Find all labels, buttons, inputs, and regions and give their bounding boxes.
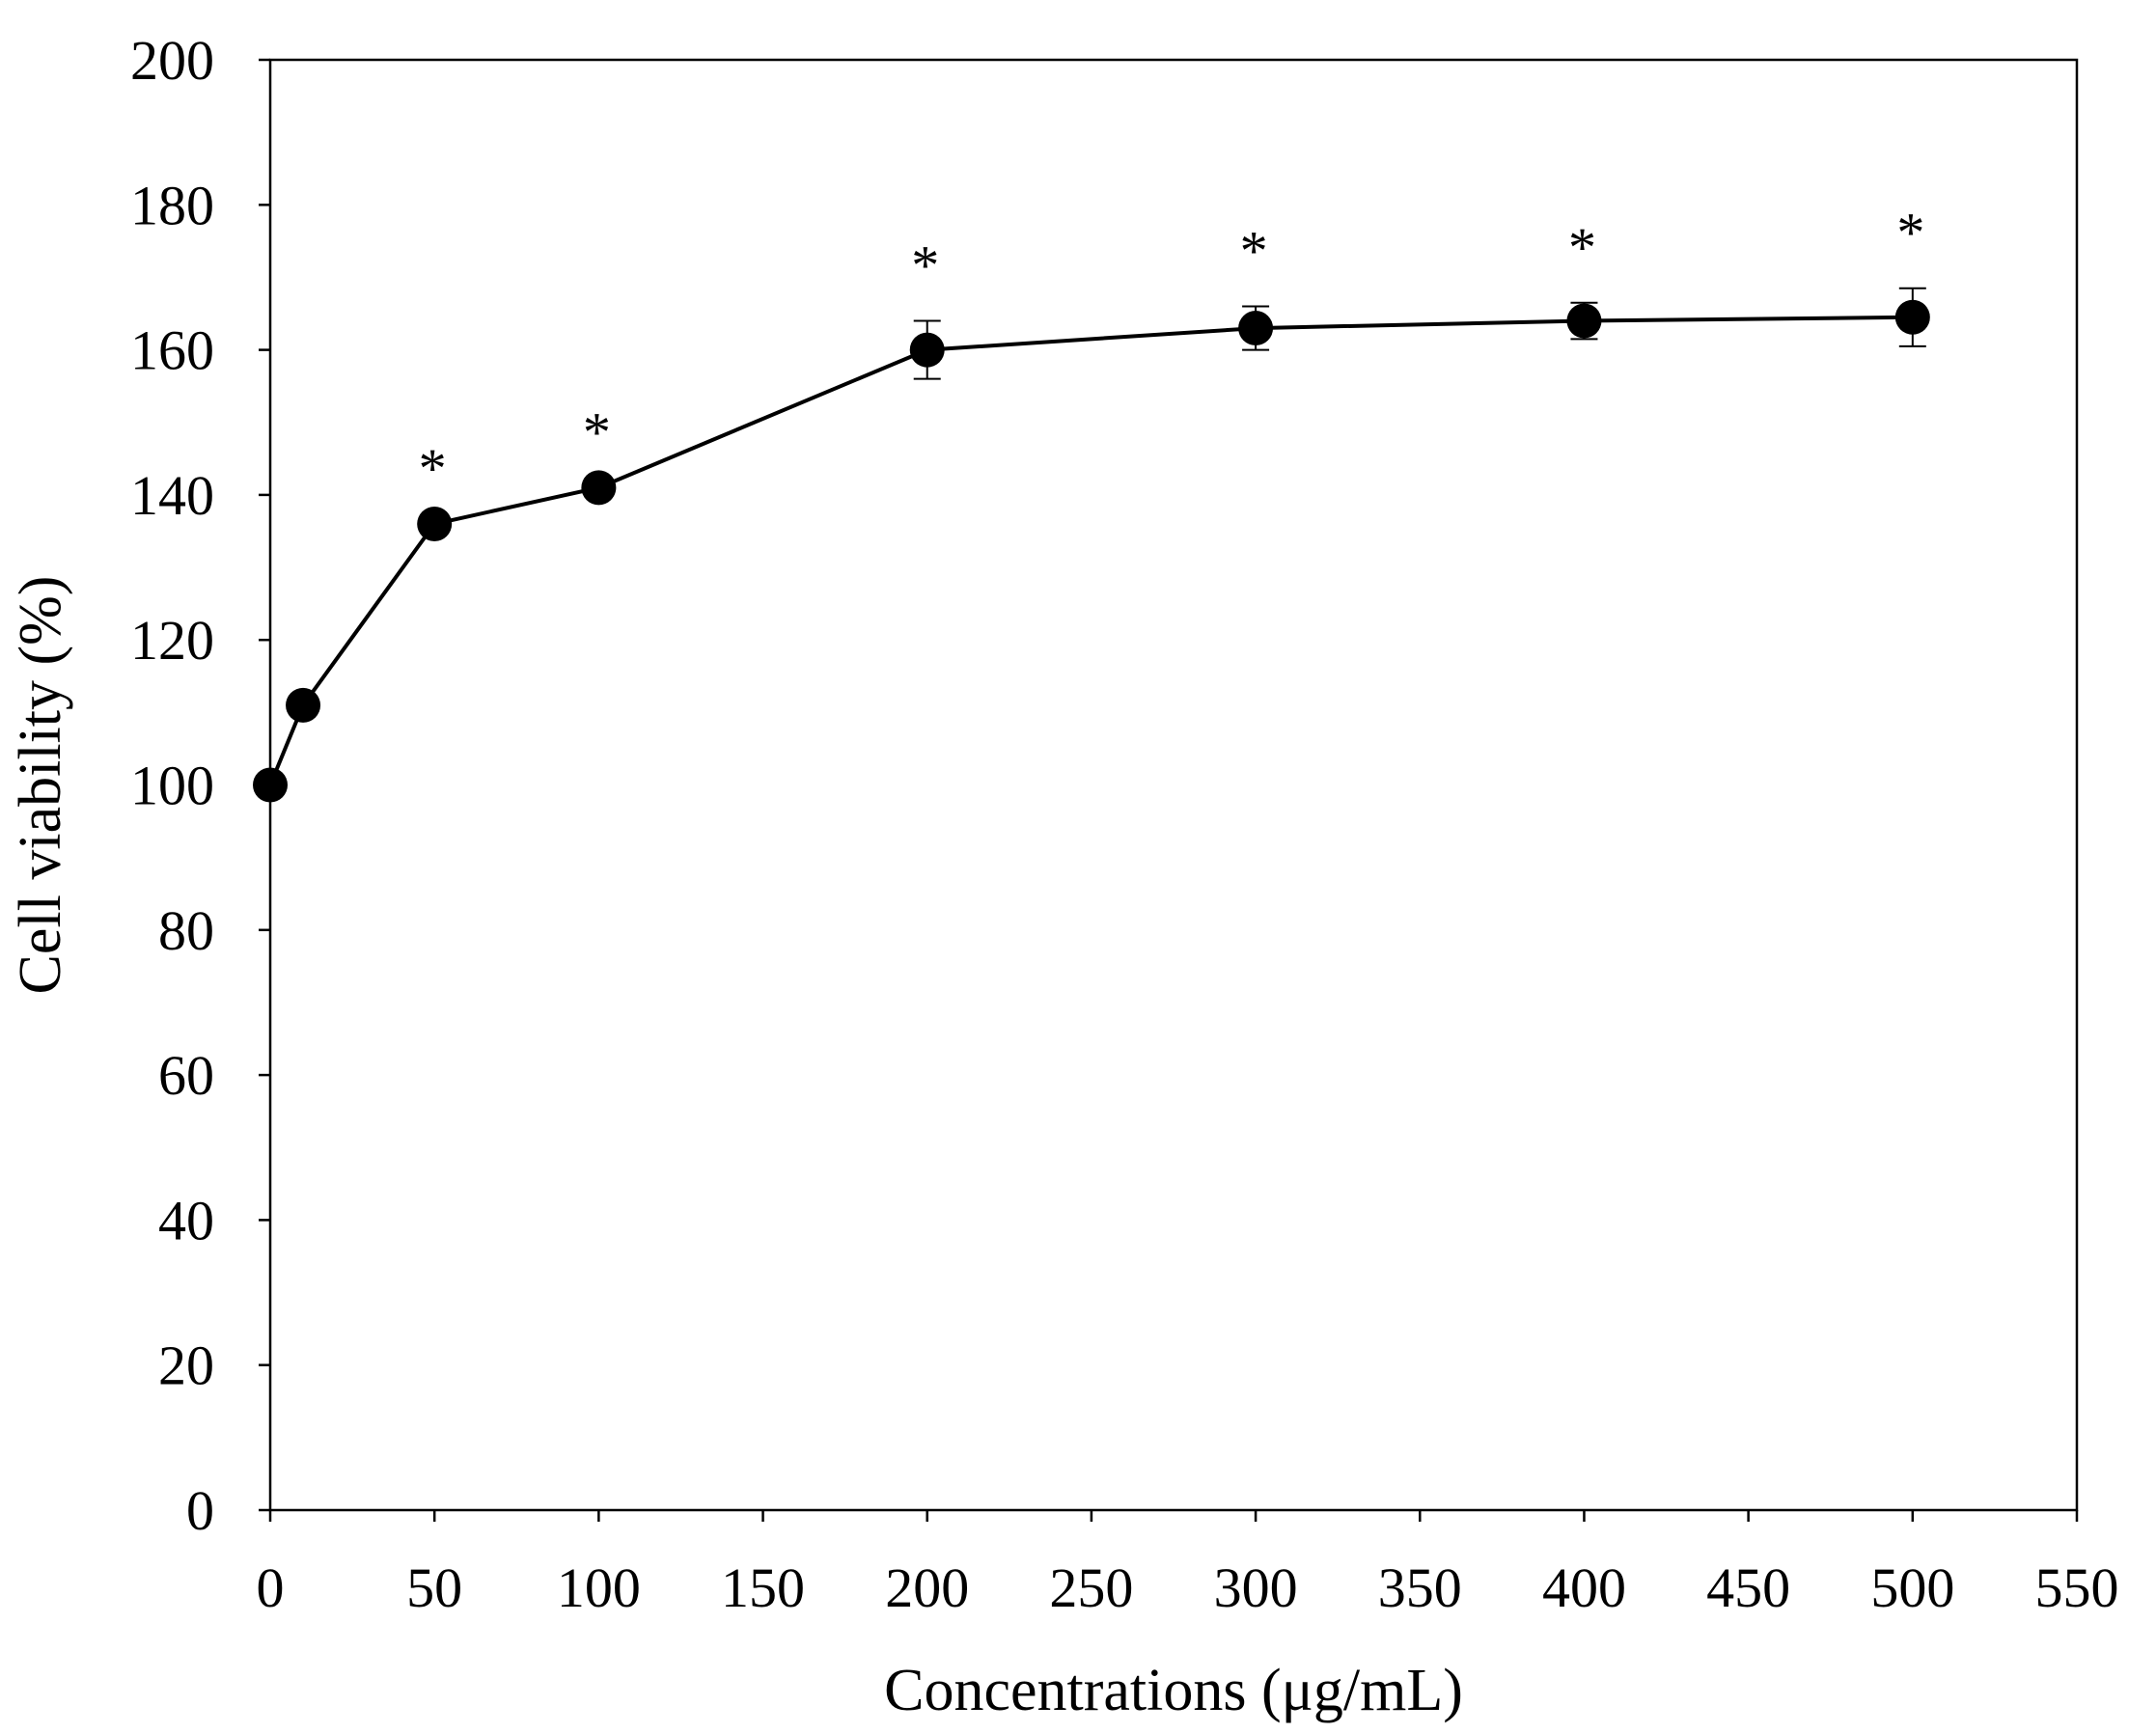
y-tick-label: 60	[158, 1044, 214, 1107]
data-point	[1238, 311, 1274, 346]
x-axis: 0 50 100 150 200 250 300 350 400 450 500 550	[257, 1510, 2119, 1619]
x-tick-label: 300	[1214, 1556, 1298, 1619]
significance-marker: *	[911, 234, 939, 297]
significance-marker: *	[1896, 202, 1924, 264]
x-tick-label: 450	[1706, 1556, 1790, 1619]
plot-frame	[268, 58, 2079, 1512]
y-tick-label: 0	[186, 1479, 214, 1542]
series: * * * * * *	[253, 202, 1930, 803]
data-point	[1894, 299, 1930, 335]
y-tick-label: 200	[130, 29, 214, 92]
data-point	[417, 506, 453, 541]
significance-marker: *	[419, 437, 447, 500]
y-tick-label: 120	[130, 609, 214, 672]
significance-marker: *	[583, 400, 611, 463]
data-point	[286, 687, 321, 723]
y-tick-label: 100	[130, 755, 214, 817]
x-tick-label: 350	[1378, 1556, 1462, 1619]
x-tick-label: 100	[557, 1556, 641, 1619]
y-tick-label: 80	[158, 899, 214, 962]
data-point	[253, 767, 288, 803]
y-tick-label: 140	[130, 464, 214, 527]
x-tick-label: 200	[885, 1556, 969, 1619]
x-tick-label: 550	[2035, 1556, 2119, 1619]
y-tick-label: 180	[130, 174, 214, 236]
x-tick-label: 250	[1049, 1556, 1133, 1619]
x-axis-title: Concentrations (μg/mL)	[884, 1658, 1463, 1723]
x-tick-label: 0	[257, 1556, 285, 1619]
plot-area-border	[268, 58, 2079, 1512]
axis-titles: Concentrations (μg/mL) Cell viability (%…	[8, 576, 1463, 1723]
x-tick-label: 150	[721, 1556, 805, 1619]
significance-marker: *	[1568, 216, 1596, 279]
y-tick-label: 40	[158, 1189, 214, 1252]
y-tick-label: 20	[158, 1334, 214, 1397]
significance-marker: *	[1240, 220, 1268, 283]
data-point	[581, 470, 617, 506]
data-point	[909, 332, 945, 368]
y-axis-title: Cell viability (%)	[8, 576, 73, 995]
y-axis: 0 20 40 60 80 100 120 140 160 180 200	[130, 29, 270, 1542]
x-tick-label: 500	[1870, 1556, 1954, 1619]
x-tick-label: 50	[406, 1556, 462, 1619]
series-line	[268, 315, 1913, 786]
y-tick-label: 160	[130, 319, 214, 382]
x-tick-label: 400	[1542, 1556, 1626, 1619]
data-point	[1566, 303, 1602, 339]
